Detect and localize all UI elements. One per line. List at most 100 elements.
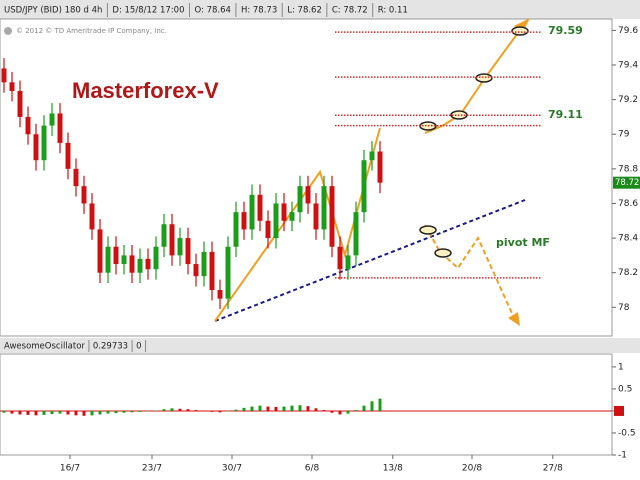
candle-body [289,212,295,221]
projection-down [424,224,516,321]
candle-body [305,186,311,204]
candle-body [369,151,375,161]
osc-bar [250,406,254,411]
osc-bar [26,410,30,415]
osc-bar [178,408,182,411]
osc-bar [34,410,38,416]
indicator-extra: 0 [136,342,141,352]
osc-bar [130,410,134,413]
candle-body [225,246,231,299]
header-field: O: 78.64 [194,6,230,16]
osc-bar [370,401,374,411]
y-tick-label: 78 [618,303,630,313]
oscillator-panel [0,353,613,456]
header-field: D: 15/8/12 17:00 [112,6,184,16]
osc-bar [282,406,286,411]
osc-bar [90,410,94,416]
osc-bar [314,408,318,411]
y-tick-label: -0.5 [618,428,636,438]
candle-body [361,160,367,213]
osc-bar [290,405,294,411]
candle-body [313,203,319,230]
osc-bar [2,410,6,413]
osc-bar [18,410,22,415]
candle-body [57,113,63,143]
candle-body [121,255,127,265]
zero-box [614,405,624,416]
osc-bar [362,405,366,411]
candle-body [177,238,183,256]
candle-body [169,224,175,256]
annotation: pivot MF [496,236,550,249]
osc-bar [218,410,222,413]
osc-bar [378,398,382,411]
osc-bar [322,410,326,411]
osc-bar [82,410,86,416]
candle-body [297,186,303,213]
candle-body [329,186,335,247]
candle-body [145,258,151,270]
osc-bar [122,410,126,413]
candle-body [113,246,119,265]
y-tick-label: 79.4 [618,61,638,71]
y-tick-label: 78.4 [618,234,638,244]
candle-body [241,212,247,230]
last-price-box [613,176,640,189]
candle-body [129,255,135,273]
candle-body [193,264,199,277]
osc-bar [50,410,54,415]
candle-body [33,134,39,161]
candle-body [25,116,31,135]
candle-body [17,90,23,117]
header-field: H: 78.73 [241,6,277,16]
candle-body [233,212,239,247]
last-price-label: 78.72 [615,178,639,188]
x-tick-label: 20/8 [462,464,482,474]
y-tick-label: 78.2 [618,268,638,278]
level-label: 79.11 [548,108,583,121]
candle-body [321,186,327,230]
osc-bar [74,410,78,416]
header-field: USD/JPY (BID) 180 d 4h [4,6,102,16]
x-tick-label: 13/8 [383,464,403,474]
candle-body [273,203,279,239]
osc-bar [42,410,46,415]
markers [419,26,529,258]
osc-bar [210,410,214,412]
candle-body [249,194,255,230]
price-panel [0,18,613,337]
candle-body [209,251,215,290]
candle-body [41,125,47,161]
osc-bar [258,405,262,411]
header-bar [0,0,640,19]
candle-body [201,251,207,277]
x-tick-label: 23/7 [142,464,162,474]
osc-bar [242,407,246,411]
header-field: R: 0.11 [378,6,408,16]
y-tick-label: 79.6 [618,26,638,36]
marker [434,248,452,258]
osc-bar [146,410,150,412]
level-label: 79.59 [548,24,583,37]
candle-body [105,246,111,273]
candle-body [337,246,343,270]
candle-body [73,168,79,187]
y-tick-label: -1 [618,451,627,461]
candle-body [97,229,103,273]
candle-body [89,203,95,230]
indicator-bar [0,338,640,353]
osc-bar [186,409,190,411]
osc-bar [330,410,334,413]
osc-bar [66,410,70,415]
osc-bar [154,410,158,412]
osc-bar [354,410,358,411]
marker [511,26,529,36]
chart-title: Masterforex-V [72,78,219,103]
osc-bar [274,406,278,411]
logo [4,27,12,35]
osc-bar [266,406,270,411]
candle-body [65,142,71,169]
osc-bar [202,410,206,412]
osc-bar [58,410,62,414]
